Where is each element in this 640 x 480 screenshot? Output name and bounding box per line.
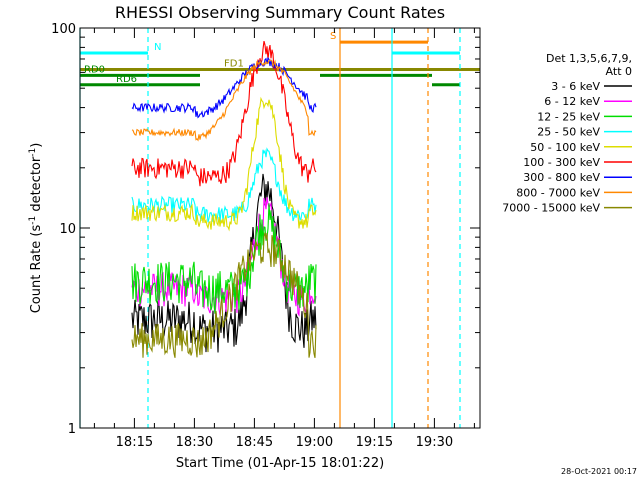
flag-label: FD1 [224, 59, 244, 70]
x-tick-label: 18:45 [236, 435, 273, 450]
legend-label: 300 - 800 keV [523, 171, 600, 184]
legend-label: 7000 - 15000 keV [502, 202, 600, 215]
y-tick-label: 1 [68, 422, 76, 437]
flag-label: N [154, 42, 161, 53]
x-tick-label: 19:00 [296, 435, 333, 450]
x-axis-label: Start Time (01-Apr-15 18:01:22) [176, 456, 384, 471]
series-line [131, 203, 317, 314]
series-lines [131, 40, 317, 359]
y-tick-label: 10 [59, 222, 76, 237]
chart-title: RHESSI Observing Summary Count Rates [115, 3, 445, 22]
y-axis-label: Count Rate (s-1 detector-1) [28, 143, 44, 314]
series-line [131, 96, 317, 232]
series-line [131, 40, 317, 187]
legend-label: 6 - 12 keV [544, 95, 600, 108]
series-line [131, 232, 317, 359]
flag-label: RD6 [116, 74, 137, 85]
x-tick-label: 18:15 [116, 435, 153, 450]
flag-label: RD0 [84, 64, 105, 75]
legend-header-line2: Att 0 [606, 65, 632, 78]
x-ticks: 18:15 18:30 18:45 19:00 19:15 19:30 [93, 28, 475, 450]
legend-label: 100 - 300 keV [523, 156, 600, 169]
timestamp: 28-Oct-2021 00:17 [561, 467, 637, 476]
plot-frame [79, 27, 481, 429]
x-tick-label: 19:30 [416, 435, 453, 450]
y-ticks: 1 10 100 [51, 22, 480, 437]
time-markers [79, 28, 461, 428]
x-tick-label: 18:30 [176, 435, 213, 450]
legend-label: 25 - 50 keV [537, 126, 600, 139]
axes [79, 27, 481, 429]
y-tick-label: 100 [51, 22, 76, 37]
series-line [131, 56, 317, 119]
legend: 3 - 6 keV 6 - 12 keV 12 - 25 keV 25 - 50 ke… [502, 80, 632, 215]
legend-label: 12 - 25 keV [537, 110, 600, 123]
series-line [131, 173, 317, 353]
series-line [131, 147, 317, 223]
legend-header-line1: Det 1,3,5,6,7,9, [546, 52, 632, 65]
legend-label: 800 - 7000 keV [516, 186, 600, 199]
flag-label: S [330, 31, 336, 42]
legend-label: 3 - 6 keV [551, 80, 600, 93]
x-tick-label: 19:15 [356, 435, 393, 450]
legend-label: 50 - 100 keV [530, 141, 600, 154]
series-line [131, 59, 317, 142]
